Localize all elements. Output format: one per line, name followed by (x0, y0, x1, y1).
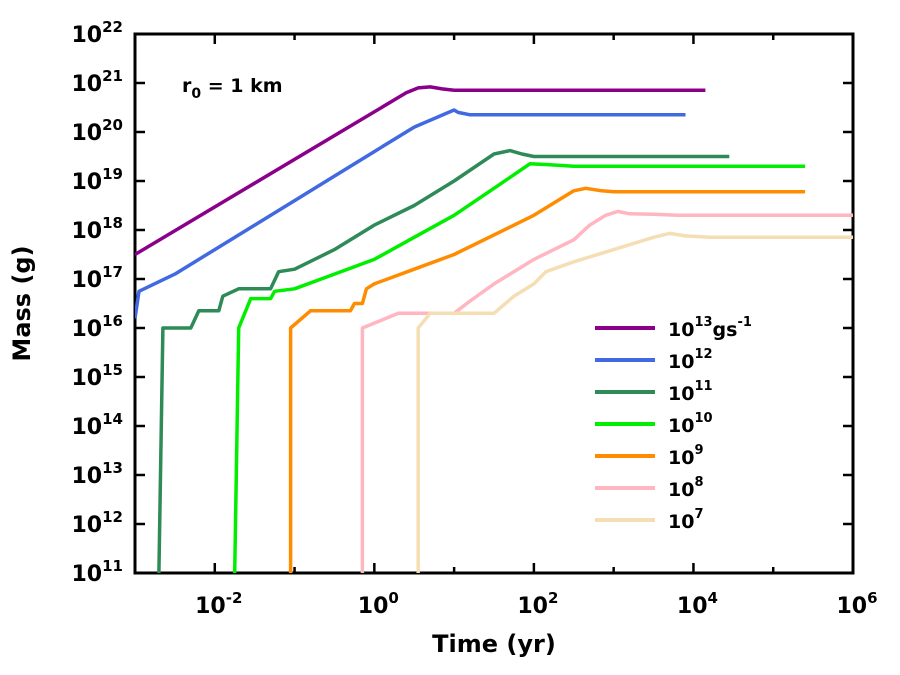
series-line-11 (157, 148, 730, 573)
legend-label-8: 108 (668, 475, 704, 501)
legend-label-7: 107 (668, 507, 704, 533)
legend-label-13: 1013gs-1 (668, 315, 752, 341)
legend-label-11: 1011 (668, 379, 713, 405)
y-tick-label-17: 1017 (72, 263, 124, 293)
y-tick-label-22: 1022 (72, 18, 124, 48)
series-line-8 (360, 209, 853, 573)
series-line-13 (135, 85, 706, 257)
series-line-10 (232, 162, 806, 573)
y-axis-label: Mass (g) (8, 245, 36, 361)
y-tick-label-16: 1016 (72, 312, 124, 342)
legend-label-10: 1010 (668, 411, 713, 437)
y-tick-label-14: 1014 (72, 410, 124, 440)
y-tick-label-13: 1013 (72, 459, 124, 489)
legend-label-12: 1012 (668, 347, 713, 373)
y-tick-label-18: 1018 (72, 214, 124, 244)
x-tick-label-0: 100 (358, 589, 399, 619)
plot-frame (133, 32, 855, 575)
y-tick-label-21: 1021 (72, 67, 124, 97)
x-tick-label-6: 106 (836, 589, 877, 619)
legend-label-9: 109 (668, 443, 704, 469)
x-tick-label--2: 10-2 (195, 589, 242, 619)
y-tick-label-15: 1015 (72, 361, 124, 391)
x-tick-label-4: 104 (677, 589, 718, 619)
series-line-12 (135, 108, 686, 319)
x-axis-label: Time (yr) (432, 630, 556, 658)
annotation-r0: r0 = 1 km (182, 75, 283, 102)
y-tick-label-20: 1020 (72, 116, 124, 146)
y-tick-label-11: 1011 (72, 557, 124, 587)
y-tick-label-12: 1012 (72, 508, 124, 538)
series-line-7 (416, 231, 853, 573)
x-tick-label-2: 102 (517, 589, 558, 619)
series-line-9 (288, 186, 806, 573)
y-tick-label-19: 1019 (72, 165, 124, 195)
